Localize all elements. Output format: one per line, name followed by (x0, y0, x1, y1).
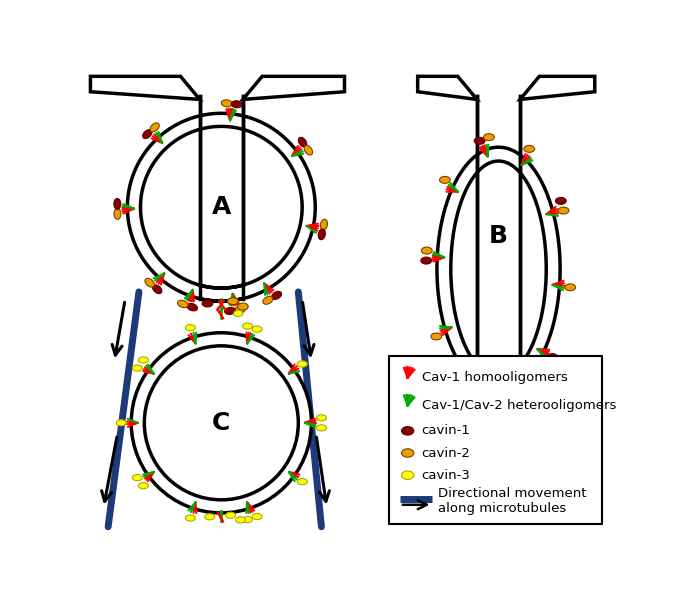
Ellipse shape (132, 365, 143, 371)
Text: cavin-1: cavin-1 (422, 425, 471, 437)
Ellipse shape (422, 247, 432, 254)
Ellipse shape (153, 285, 162, 294)
Polygon shape (128, 95, 315, 301)
Polygon shape (243, 76, 344, 100)
Text: A: A (212, 195, 231, 219)
Ellipse shape (320, 219, 327, 230)
Ellipse shape (510, 394, 521, 401)
Ellipse shape (316, 415, 327, 421)
Text: cavin-3: cavin-3 (422, 469, 471, 482)
Ellipse shape (504, 396, 515, 403)
Ellipse shape (565, 284, 576, 291)
Ellipse shape (114, 208, 121, 219)
Ellipse shape (463, 387, 474, 393)
Ellipse shape (401, 471, 414, 480)
Ellipse shape (242, 516, 253, 522)
Ellipse shape (297, 361, 308, 367)
Ellipse shape (139, 357, 148, 363)
Ellipse shape (252, 326, 262, 332)
Ellipse shape (435, 146, 562, 392)
Circle shape (131, 333, 312, 513)
Circle shape (126, 112, 316, 302)
Ellipse shape (318, 229, 325, 240)
Ellipse shape (242, 323, 253, 329)
Ellipse shape (547, 354, 558, 361)
Ellipse shape (143, 130, 152, 138)
Ellipse shape (145, 278, 154, 287)
Ellipse shape (221, 100, 232, 107)
Ellipse shape (555, 198, 566, 204)
Polygon shape (520, 76, 595, 100)
Ellipse shape (304, 146, 312, 155)
Text: Cav-1 homooligomers: Cav-1 homooligomers (422, 371, 567, 384)
Polygon shape (90, 76, 200, 100)
Text: Cav-1/Cav-2 heterooligomers: Cav-1/Cav-2 heterooligomers (422, 399, 616, 411)
Ellipse shape (177, 300, 188, 307)
Ellipse shape (139, 483, 148, 489)
Text: B: B (489, 225, 508, 248)
Text: Directional movement
along microtubules: Directional movement along microtubules (439, 487, 587, 515)
Ellipse shape (316, 425, 327, 431)
Ellipse shape (114, 199, 121, 209)
Ellipse shape (187, 303, 198, 311)
Ellipse shape (202, 300, 213, 307)
Ellipse shape (298, 137, 307, 147)
Ellipse shape (252, 513, 262, 519)
Ellipse shape (272, 291, 282, 300)
Ellipse shape (439, 176, 450, 184)
Ellipse shape (263, 297, 273, 304)
Ellipse shape (297, 478, 308, 485)
Ellipse shape (456, 379, 467, 387)
Ellipse shape (421, 257, 432, 264)
Text: cavin-2: cavin-2 (422, 446, 471, 460)
Ellipse shape (431, 333, 441, 340)
Ellipse shape (469, 391, 479, 397)
Ellipse shape (461, 384, 472, 391)
Ellipse shape (483, 133, 494, 141)
Ellipse shape (205, 513, 215, 520)
FancyBboxPatch shape (389, 356, 602, 524)
Ellipse shape (232, 101, 242, 108)
Ellipse shape (150, 123, 160, 132)
Ellipse shape (225, 512, 236, 518)
Ellipse shape (524, 146, 534, 152)
Ellipse shape (481, 390, 492, 397)
Ellipse shape (236, 517, 246, 523)
Ellipse shape (234, 310, 243, 316)
Ellipse shape (558, 207, 569, 214)
Ellipse shape (474, 137, 485, 144)
Ellipse shape (234, 306, 245, 313)
Polygon shape (418, 76, 477, 100)
Ellipse shape (543, 362, 553, 370)
Ellipse shape (185, 324, 196, 331)
Circle shape (145, 346, 298, 500)
Ellipse shape (185, 515, 196, 521)
Ellipse shape (502, 388, 513, 396)
Text: C: C (212, 411, 230, 435)
Ellipse shape (116, 420, 126, 426)
Ellipse shape (401, 426, 414, 435)
Ellipse shape (401, 449, 414, 457)
Ellipse shape (132, 475, 143, 481)
Ellipse shape (225, 307, 236, 315)
Ellipse shape (238, 303, 249, 310)
Ellipse shape (227, 298, 238, 304)
